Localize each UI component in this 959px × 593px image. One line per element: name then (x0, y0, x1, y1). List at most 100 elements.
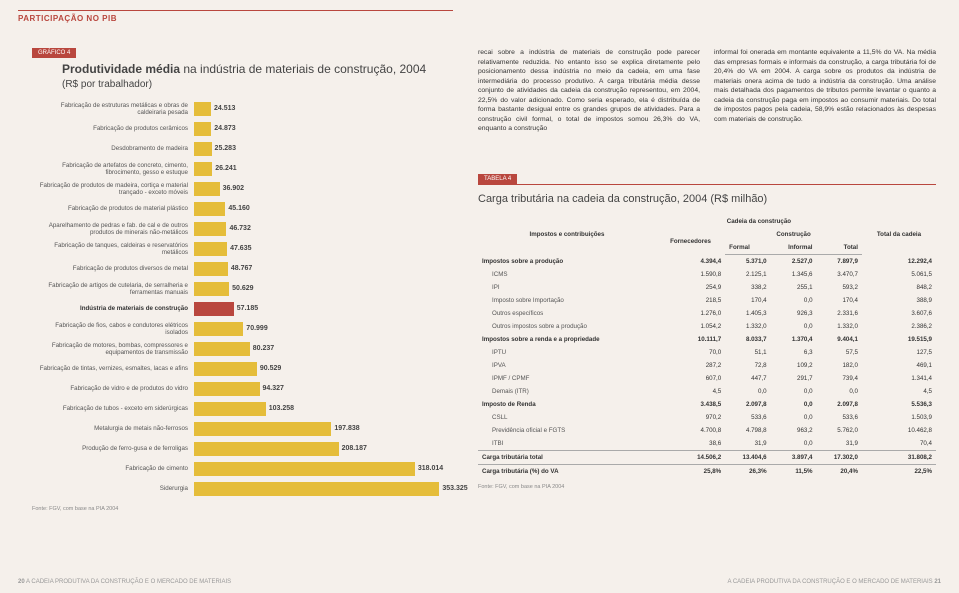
bar-row: Fabricação de produtos diversos de metal… (32, 260, 452, 278)
th-construcao: Construção (725, 228, 862, 241)
table-cell: Carga tributária (%) do VA (478, 465, 656, 479)
table-row: Outros impostos sobre a produção1.054,21… (478, 320, 936, 333)
table-row: Impostos sobre a renda e a propriedade10… (478, 333, 936, 346)
bar-track: 57.185 (194, 302, 452, 316)
bar-value: 50.629 (229, 282, 253, 296)
bar-label: Indústria de materiais de construção (32, 305, 194, 312)
th-subtotal: Total (817, 241, 862, 255)
table-cell: Outros impostos sobre a produção (478, 320, 656, 333)
page-footer-right-text: A CADEIA PRODUTIVA DA CONSTRUÇÃO E O MER… (728, 579, 935, 585)
bar-track: 50.629 (194, 282, 452, 296)
table-row: IPI254,9338,2255,1593,2848,2 (478, 281, 936, 294)
bar-value: 208.187 (339, 442, 367, 456)
table-body: Impostos sobre a produção4.394,45.371,02… (478, 255, 936, 479)
table-cell: 291,7 (771, 372, 817, 385)
table-cell: Carga tributária total (478, 451, 656, 465)
bar-fill (194, 142, 212, 156)
table-cell: Impostos sobre a produção (478, 255, 656, 269)
table-cell: 57,5 (817, 346, 862, 359)
bar-value: 36.902 (220, 182, 244, 196)
bar-value: 90.529 (257, 362, 281, 376)
th-impostos: Impostos e contribuições (478, 215, 656, 255)
bar-value: 45.160 (225, 202, 249, 216)
bar-fill (194, 402, 266, 416)
table-cell: Impostos sobre a renda e a propriedade (478, 333, 656, 346)
table-cell: 10.111,7 (656, 333, 725, 346)
table-cell: 2.331,6 (817, 307, 862, 320)
table-row: IPMF / CPMF607,0447,7291,7739,41.341,4 (478, 372, 936, 385)
bar-fill (194, 302, 234, 316)
bar-label: Siderurgia (32, 485, 194, 492)
bar-fill (194, 262, 228, 276)
table-cell: 5.371,0 (725, 255, 770, 269)
table-cell: 0,0 (771, 294, 817, 307)
table-cell: 926,3 (771, 307, 817, 320)
table-row: ICMS1.590,82.125,11.345,63.470,75.061,5 (478, 268, 936, 281)
table-row: Impostos sobre a produção4.394,45.371,02… (478, 255, 936, 269)
table-cell: 5.536,3 (862, 398, 936, 411)
bar-value: 48.767 (228, 262, 252, 276)
table-cell: 970,2 (656, 411, 725, 424)
table-cell: 287,2 (656, 359, 725, 372)
table-cell: 0,0 (771, 411, 817, 424)
bar-value: 26.241 (212, 162, 236, 176)
table-row: Previdência oficial e FGTS4.700,84.798,8… (478, 424, 936, 437)
bar-value: 46.732 (226, 222, 250, 236)
table-cell: 1.405,3 (725, 307, 770, 320)
table-cell: 7.897,9 (817, 255, 862, 269)
table-cell: Previdência oficial e FGTS (478, 424, 656, 437)
table-cell: 3.607,6 (862, 307, 936, 320)
table-cell: 255,1 (771, 281, 817, 294)
bar-label: Aparelhamento de pedras e fab. de cal e … (32, 222, 194, 236)
table-cell: 3.897,4 (771, 451, 817, 465)
table-cell: 4.700,8 (656, 424, 725, 437)
bar-track: 26.241 (194, 162, 452, 176)
table-footnote: Fonte: FGV, com base na PIA 2004 (478, 484, 936, 490)
bar-row: Fabricação de tanques, caldeiras e reser… (32, 240, 452, 258)
chart-subtitle: (R$ por trabalhador) (62, 79, 452, 90)
table-cell: 0,0 (725, 385, 770, 398)
table-cell: 1.332,0 (817, 320, 862, 333)
table-cell: ICMS (478, 268, 656, 281)
bar-track: 197.838 (194, 422, 452, 436)
table-head: Impostos e contribuições Cadeia da const… (478, 215, 936, 255)
bar-row: Fabricação de cimento318.014 (32, 460, 452, 478)
bar-label: Fabricação de produtos diversos de metal (32, 265, 194, 272)
bar-label: Desdobramento de madeira (32, 145, 194, 152)
table-cell: 1.332,0 (725, 320, 770, 333)
bar-fill (194, 282, 229, 296)
page-num-right: 21 (934, 579, 941, 585)
th-formal: Formal (725, 241, 770, 255)
table-cell: 388,9 (862, 294, 936, 307)
table-cell: 2.097,8 (817, 398, 862, 411)
bar-label: Produção de ferro-gusa e de ferroligas (32, 445, 194, 452)
bar-track: 25.283 (194, 142, 452, 156)
table-rule (478, 184, 936, 185)
table-cell: 1.276,0 (656, 307, 725, 320)
bar-row: Metalurgia de metais não-ferrosos197.838 (32, 420, 452, 438)
table-cell: 533,6 (817, 411, 862, 424)
table-tag: TABELA 4 (478, 174, 517, 184)
table-cell: 2.527,0 (771, 255, 817, 269)
table-cell: 593,2 (817, 281, 862, 294)
bar-label: Fabricação de vidro e de produtos do vid… (32, 385, 194, 392)
chart-title-bold: Produtividade média (62, 62, 180, 76)
page-footer-left-text: A CADEIA PRODUTIVA DA CONSTRUÇÃO E O MER… (25, 579, 231, 585)
bar-label: Fabricação de tubos - exceto em siderúrg… (32, 405, 194, 412)
bar-row: Fabricação de produtos cerâmicos24.873 (32, 120, 452, 138)
table-cell: 170,4 (725, 294, 770, 307)
chart-container: GRÁFICO 4 Produtividade média na indústr… (32, 48, 452, 512)
bar-track: 353.325 (194, 482, 452, 496)
bar-label: Fabricação de estruturas metálicas e obr… (32, 102, 194, 116)
table-cell: 0,0 (771, 320, 817, 333)
table-cell: 182,0 (817, 359, 862, 372)
table-cell: IPI (478, 281, 656, 294)
bar-row: Fabricação de artefatos de concreto, cim… (32, 160, 452, 178)
table-cell: CSLL (478, 411, 656, 424)
table-row: ITBI38,631,90,031,970,4 (478, 437, 936, 451)
chart-tag: GRÁFICO 4 (32, 48, 76, 58)
bar-row: Fabricação de fios, cabos e condutores e… (32, 320, 452, 338)
table-cell: 11,5% (771, 465, 817, 479)
page-footer-left: 20 A CADEIA PRODUTIVA DA CONSTRUÇÃO E O … (18, 579, 231, 585)
bar-row: Aparelhamento de pedras e fab. de cal e … (32, 220, 452, 238)
